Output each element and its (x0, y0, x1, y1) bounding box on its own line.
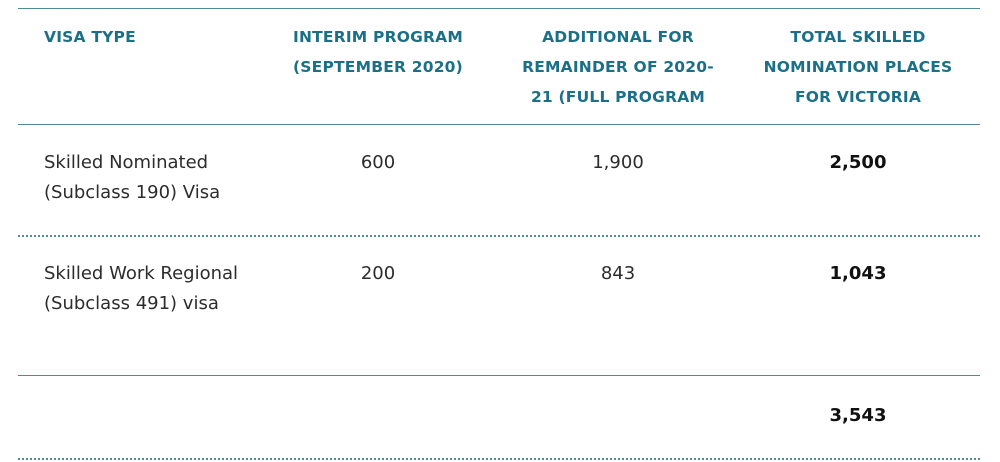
row-separator (18, 235, 980, 237)
row-total: 2,500 (829, 152, 887, 173)
grand-total: 3,543 (829, 405, 887, 426)
row-additional: 1,900 (592, 152, 644, 173)
row-visa-type: Skilled Nominated (Subclass 190) Visa (44, 152, 221, 203)
total-top-rule (18, 375, 980, 376)
row-visa-type: Skilled Work Regional (Subclass 491) vis… (44, 263, 239, 314)
table-bottom-rule (18, 458, 980, 460)
header-visa-type: VISA TYPE (44, 28, 136, 46)
row-interim: 600 (360, 152, 396, 173)
header-interim-program: INTERIM PROGRAM (SEPTEMBER 2020) (293, 28, 463, 76)
row-total: 1,043 (829, 263, 887, 284)
header-total: TOTAL SKILLED NOMINATION PLACES FOR VICT… (763, 28, 953, 106)
table-top-rule (18, 8, 980, 9)
header-bottom-rule (18, 124, 980, 125)
row-interim: 200 (360, 263, 396, 284)
row-additional: 843 (600, 263, 636, 284)
header-additional: ADDITIONAL FOR REMAINDER OF 2020-21 (FUL… (522, 28, 714, 106)
